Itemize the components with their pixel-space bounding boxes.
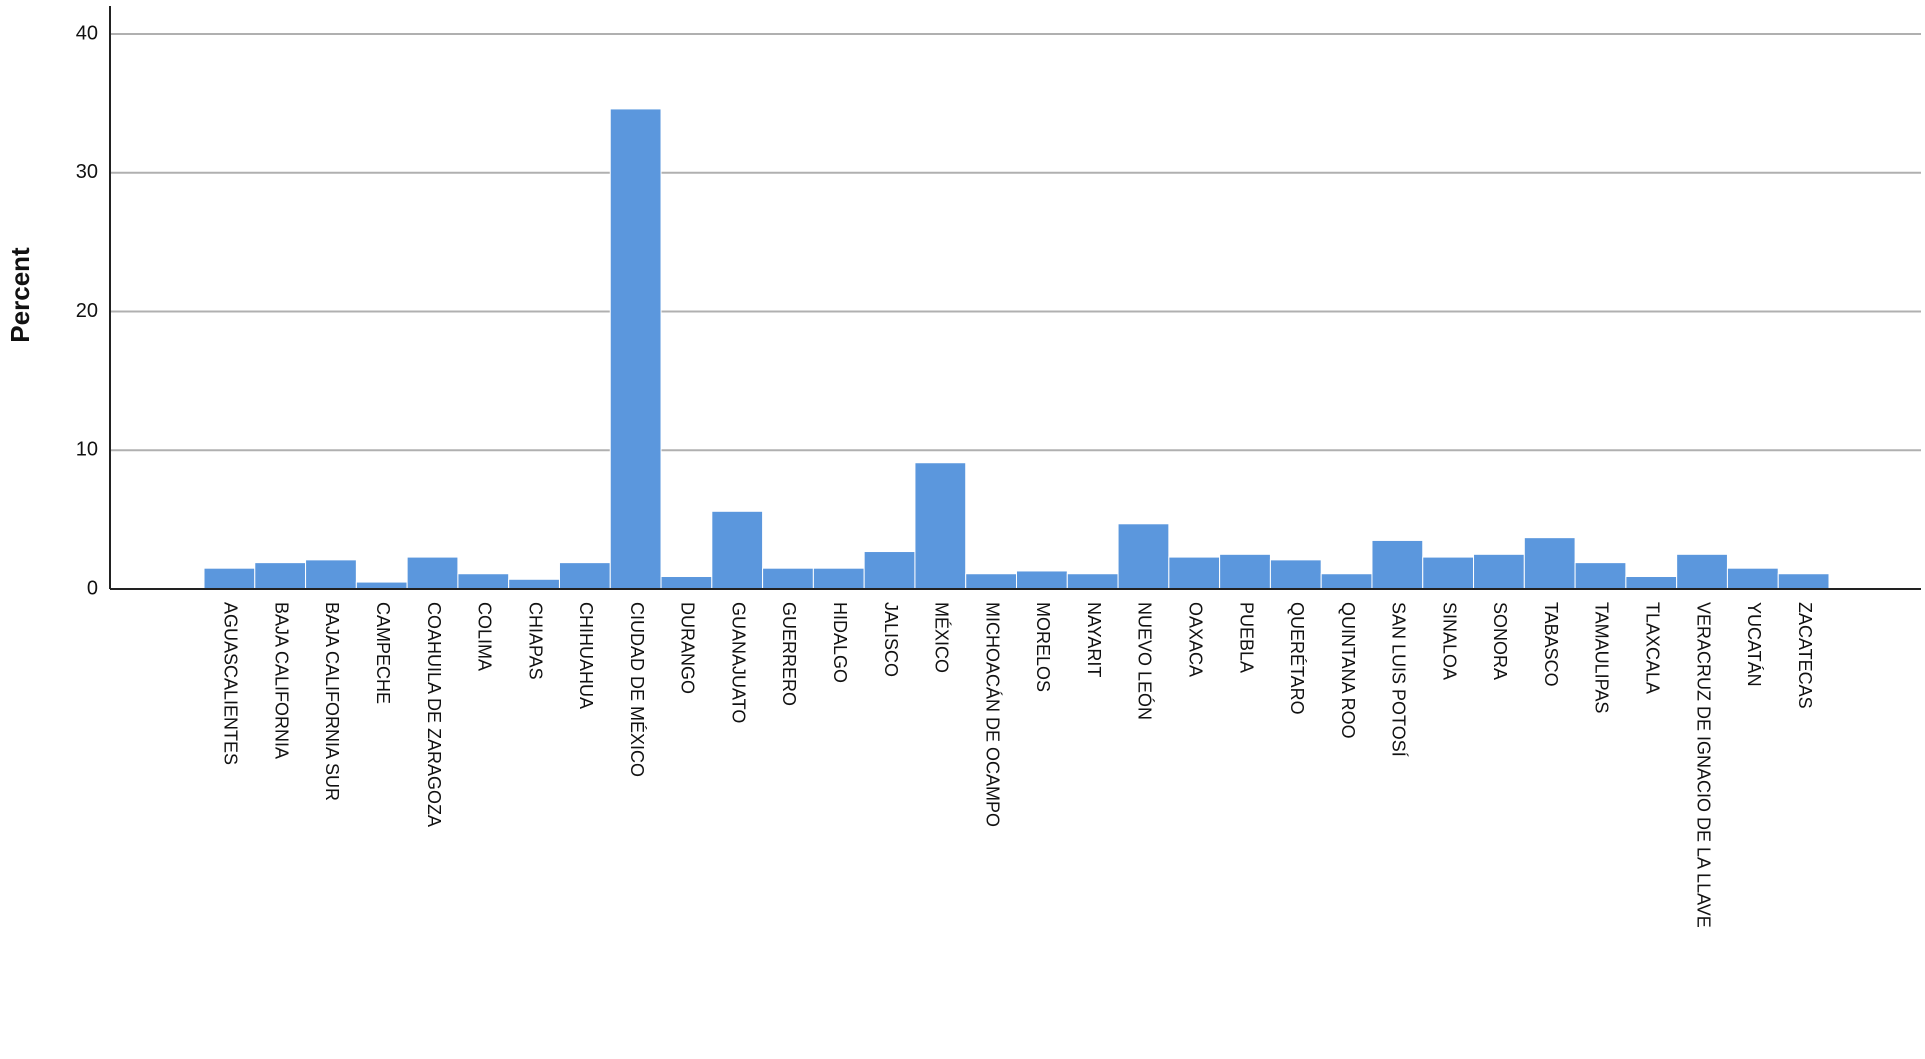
bar — [1066, 573, 1119, 590]
y-tick-label: 0 — [87, 577, 98, 599]
bar — [1016, 570, 1068, 590]
bar — [660, 576, 713, 590]
x-tick-label: SONORA — [1490, 602, 1510, 680]
x-tick-label: COLIMA — [475, 602, 495, 671]
y-tick-label: 30 — [76, 161, 98, 183]
x-tick-label: MORELOS — [1033, 602, 1053, 692]
y-axis-label: Percent — [5, 247, 35, 343]
x-tick-label: ZACATECAS — [1795, 602, 1815, 709]
bar — [863, 551, 916, 590]
bar — [1676, 553, 1728, 590]
y-tick-label: 10 — [76, 439, 98, 461]
x-tick-label: CHIAPAS — [525, 602, 545, 680]
x-tick-label: QUINTANA ROO — [1338, 602, 1358, 739]
x-tick-label: NAYARIT — [1084, 602, 1104, 677]
x-tick-label: TLAXCALA — [1643, 602, 1663, 694]
bar — [305, 559, 357, 590]
x-tick-label: DURANGO — [678, 602, 698, 694]
x-tick-label: VERACRUZ DE IGNACIO DE LA LLAVE — [1693, 602, 1713, 928]
x-tick-label: GUANAJUATO — [728, 602, 748, 723]
x-tick-label: OAXACA — [1185, 602, 1205, 677]
x-tick-label: BAJA CALIFORNIA — [271, 602, 291, 759]
bar — [203, 567, 256, 590]
bar — [1117, 523, 1170, 590]
bar — [1574, 562, 1627, 590]
x-tick-label: QUERÉTARO — [1287, 602, 1307, 715]
bar — [254, 562, 307, 590]
bar — [965, 573, 1017, 590]
bar — [711, 510, 764, 590]
bar — [812, 567, 865, 590]
bar — [1320, 573, 1373, 590]
x-tick-label: TABASCO — [1541, 602, 1561, 687]
bar — [1523, 537, 1576, 590]
bar — [1726, 567, 1779, 590]
bar — [508, 578, 560, 590]
bar — [609, 108, 662, 590]
x-tick-label: SINALOA — [1439, 602, 1459, 680]
x-tick-label: MÉXICO — [932, 602, 952, 673]
x-tick-label: SAN LUIS POTOSÍ — [1389, 602, 1409, 757]
bar — [1422, 556, 1475, 590]
bar — [1168, 556, 1221, 590]
x-tick-label: BAJA CALIFORNIA SUR — [322, 602, 342, 801]
bar — [1219, 553, 1271, 590]
bar — [762, 567, 814, 590]
x-tick-label: MICHOACÁN DE OCAMPO — [982, 602, 1002, 827]
x-tick-label: TAMAULIPAS — [1592, 602, 1612, 713]
x-tick-label: GUERRERO — [779, 602, 799, 706]
bar — [457, 573, 510, 590]
x-tick-label: JALISCO — [881, 602, 901, 677]
bar — [1625, 576, 1678, 590]
x-tick-label: YUCATÁN — [1744, 602, 1764, 687]
bar — [1777, 573, 1830, 590]
bar — [355, 581, 408, 590]
bar — [1473, 553, 1525, 590]
bar — [1269, 559, 1322, 590]
bar — [1371, 539, 1424, 590]
x-tick-label: CAMPECHE — [373, 602, 393, 704]
x-tick-label: AGUASCALIENTES — [221, 602, 241, 765]
x-tick-label: NUEVO LEÓN — [1135, 602, 1156, 720]
x-tick-label: HIDALGO — [830, 602, 850, 683]
y-tick-label: 40 — [76, 22, 98, 44]
x-tick-label: CIUDAD DE MÉXICO — [627, 602, 647, 777]
bar — [914, 462, 967, 590]
bar — [558, 562, 611, 590]
x-tick-label: PUEBLA — [1236, 602, 1256, 673]
y-tick-label: 20 — [76, 300, 98, 322]
x-tick-label: CHIHUAHUA — [576, 602, 596, 709]
bar — [406, 556, 459, 590]
x-tick-label: COAHUILA DE ZARAGOZA — [424, 602, 444, 827]
